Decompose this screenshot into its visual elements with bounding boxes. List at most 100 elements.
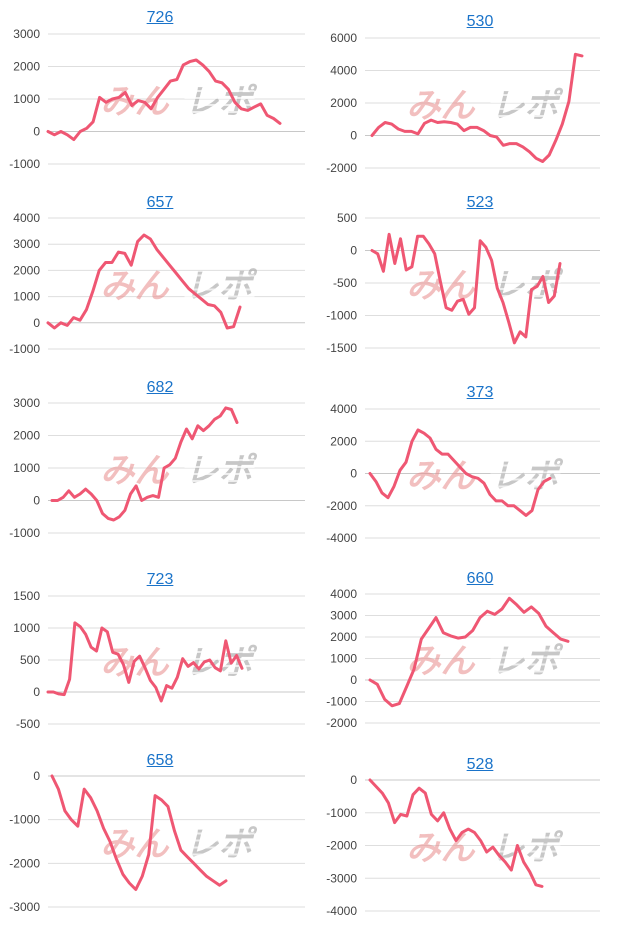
y-tick-label: -1000 <box>9 157 40 171</box>
y-tick-label: 500 <box>20 653 40 667</box>
chart-panel: 3000 2000 1000 0 -1000 みん レポ 726 <box>0 8 320 184</box>
y-tick-label: 4000 <box>330 587 357 601</box>
y-tick-label: 1000 <box>13 621 40 635</box>
y-tick-label: 2000 <box>13 429 40 443</box>
y-tick-label: 500 <box>337 211 357 225</box>
watermark-right: レポ <box>491 86 564 126</box>
y-tick-label: 6000 <box>330 31 357 45</box>
y-tick-label: 1000 <box>13 461 40 475</box>
series-line <box>50 406 239 522</box>
y-tick-label: 3000 <box>13 237 40 251</box>
chart-panel: 4000 3000 2000 1000 0 -1000 -2000 みん レポ 660 <box>320 569 640 743</box>
y-tick-label: 3000 <box>13 27 40 41</box>
chart-title-link[interactable]: 530 <box>466 13 494 30</box>
y-tick-label: 2000 <box>330 434 357 448</box>
chart-panel: 0 -1000 -2000 -3000 みん レポ 658 <box>0 751 320 927</box>
chart-title-link[interactable]: 523 <box>466 194 494 211</box>
series-line <box>368 596 570 708</box>
y-tick-label: 0 <box>33 316 40 330</box>
chart-panel: 500 0 -500 -1000 -1500 みん レポ 523 <box>320 193 640 368</box>
y-tick-label: 4000 <box>13 211 40 225</box>
series-line <box>46 233 242 330</box>
watermark-left: みん <box>407 86 476 126</box>
chart-title-link[interactable]: 373 <box>466 384 494 401</box>
series-line <box>368 778 544 888</box>
watermark-left: みん <box>101 451 170 491</box>
y-tick-label: -1500 <box>326 341 357 355</box>
watermark-right: レポ <box>185 451 258 491</box>
y-tick-label: 1000 <box>13 92 40 106</box>
watermark-left: みん <box>101 267 170 307</box>
y-tick-label: 2000 <box>13 263 40 277</box>
watermark-right: レポ <box>491 829 564 869</box>
y-tick-label: 1500 <box>13 589 40 603</box>
chart-panel: 4000 2000 0 -2000 -4000 みん レポ 373 <box>320 383 640 558</box>
y-tick-label: -1000 <box>326 309 357 323</box>
y-tick-label: 1000 <box>330 652 357 666</box>
y-tick-label: 0 <box>33 494 40 508</box>
y-tick-label: 0 <box>350 129 357 143</box>
watermark-left: みん <box>407 829 476 869</box>
y-tick-label: 4000 <box>330 402 357 416</box>
chart-panel: 3000 2000 1000 0 -1000 みん レポ 682 <box>0 378 320 553</box>
y-tick-label: -1000 <box>9 526 40 540</box>
y-tick-label: 3000 <box>330 609 357 623</box>
y-tick-label: 2000 <box>13 60 40 74</box>
y-tick-label: -500 <box>333 276 357 290</box>
y-tick-label: -2000 <box>326 716 357 730</box>
chart-panel: 0 -1000 -2000 -3000 -4000 みん レポ 528 <box>320 755 640 931</box>
series-line <box>50 774 228 891</box>
chart-title-link[interactable]: 726 <box>146 9 174 26</box>
y-tick-label: 2000 <box>330 96 357 110</box>
y-tick-label: 2000 <box>330 630 357 644</box>
y-tick-label: -1000 <box>9 342 40 356</box>
y-tick-label: 0 <box>33 685 40 699</box>
chart-title-link[interactable]: 660 <box>466 570 494 587</box>
y-tick-label: 4000 <box>330 64 357 78</box>
y-tick-label: -3000 <box>9 900 40 914</box>
watermark-right: レポ <box>185 82 258 122</box>
y-tick-label: -1000 <box>9 813 40 827</box>
chart-title-link[interactable]: 658 <box>146 752 174 769</box>
y-tick-label: 0 <box>350 467 357 481</box>
y-tick-label: -2000 <box>326 499 357 513</box>
y-tick-label: -4000 <box>326 531 357 545</box>
y-tick-label: -2000 <box>9 856 40 870</box>
y-tick-label: -4000 <box>326 904 357 918</box>
y-tick-label: 0 <box>350 773 357 787</box>
chart-title-link[interactable]: 657 <box>146 194 174 211</box>
y-tick-label: 0 <box>33 769 40 783</box>
y-tick-label: 1000 <box>13 290 40 304</box>
y-tick-label: -2000 <box>326 161 357 175</box>
y-tick-label: -3000 <box>326 871 357 885</box>
series-line <box>368 428 552 517</box>
y-tick-label: -500 <box>16 717 40 731</box>
watermark-right: レポ <box>185 267 258 307</box>
watermark-right: レポ <box>185 825 258 865</box>
y-tick-label: 0 <box>350 673 357 687</box>
y-tick-label: -1000 <box>326 806 357 820</box>
chart-title-link[interactable]: 528 <box>466 756 494 773</box>
y-tick-label: -1000 <box>326 695 357 709</box>
y-tick-label: 0 <box>33 125 40 139</box>
series-line <box>46 58 282 142</box>
y-tick-label: 0 <box>350 244 357 258</box>
chart-title-link[interactable]: 682 <box>146 379 174 396</box>
series-line <box>370 232 562 345</box>
series-line <box>46 621 244 703</box>
chart-panel: 1500 1000 500 0 -500 みん レポ 723 <box>0 570 320 744</box>
watermark-right: レポ <box>491 457 564 497</box>
chart-panel: 4000 3000 2000 1000 0 -1000 みん レポ 657 <box>0 193 320 369</box>
y-tick-label: 3000 <box>13 396 40 410</box>
chart-title-link[interactable]: 723 <box>146 571 174 588</box>
